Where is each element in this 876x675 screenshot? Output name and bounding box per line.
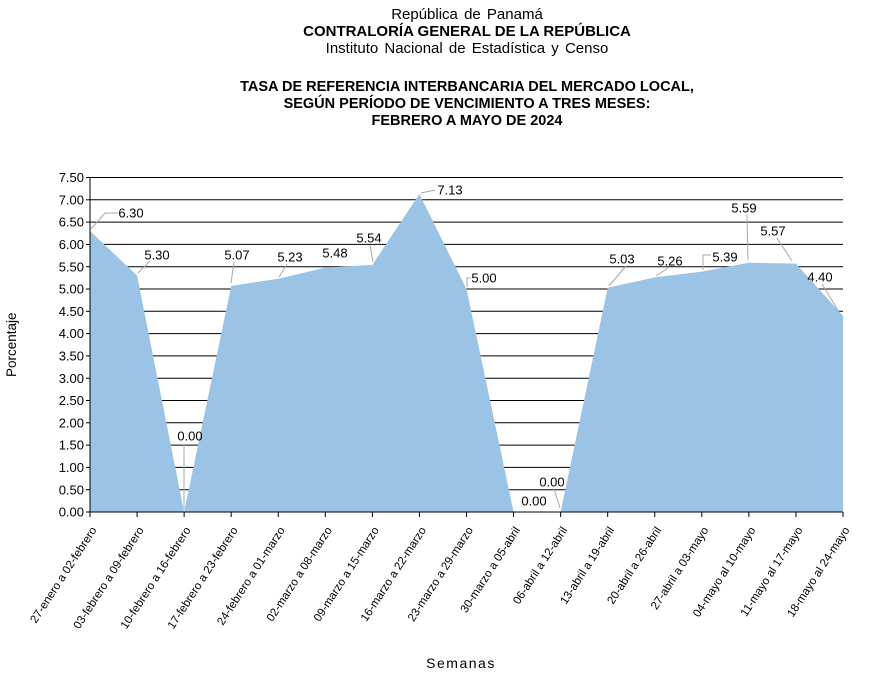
leader-line [702,254,711,270]
leader-line [553,488,561,509]
y-tick-label: 1.00 [59,460,84,475]
data-label: 5.57 [760,224,785,239]
y-tick-label: 5.00 [59,282,84,297]
leader-line [420,189,436,194]
department-name: Instituto Nacional de Estadística y Cens… [325,40,609,57]
chart-title-line1: TASA DE REFERENCIA INTERBANCARIA DEL MER… [240,79,694,95]
data-label: 5.48 [322,246,347,261]
y-axis-title: Porcentaje [4,312,19,377]
y-tick-label: 3.50 [59,349,84,364]
y-tick-label: 5.50 [59,259,84,274]
report-header: República de Panamá CONTRALORÍA GENERAL … [58,6,876,57]
data-label: 5.03 [609,252,634,267]
data-label: 7.13 [437,183,462,198]
leader-line [821,283,840,313]
data-label: 5.00 [471,271,496,286]
data-label: 0.00 [539,475,564,490]
y-tick-label: 0.50 [59,482,84,497]
leader-line [466,277,471,287]
leader-line [655,267,669,277]
y-tick-label: 4.50 [59,304,84,319]
leader-line [608,265,627,287]
leader-line [746,214,749,261]
leader-line [369,244,374,263]
y-tick-label: 2.00 [59,415,84,430]
y-tick-label: 6.50 [59,215,84,230]
y-tick-label: 2.50 [59,393,84,408]
y-tick-label: 3.00 [59,371,84,386]
x-axis-title: Semanas [426,655,496,671]
data-label: 0.00 [177,429,202,444]
data-label: 5.59 [731,201,756,216]
data-label: 6.30 [118,206,143,221]
y-tick-label: 7.50 [59,170,84,185]
y-tick-label: 6.00 [59,237,84,252]
y-tick-label: 0.00 [59,505,84,520]
data-label: 5.23 [277,250,302,265]
leader-line [137,260,151,274]
y-tick-label: 7.00 [59,192,84,207]
chart-title-line3: FEBRERO A MAYO DE 2024 [371,113,563,129]
data-label: 0.00 [521,494,546,509]
data-label: 4.40 [807,270,832,285]
chart-title-line2: SEGÚN PERÍODO DE VENCIMIENTO A TRES MESE… [283,96,651,112]
country-name: República de Panamá [391,6,543,23]
data-label: 5.26 [657,254,682,269]
leader-line [230,261,235,284]
leader-line [776,237,793,262]
data-label: 5.07 [224,248,249,263]
leader-line [90,212,118,230]
data-label: 5.30 [144,248,169,263]
y-tick-label: 1.50 [59,438,84,453]
area-series [90,194,843,512]
data-label: 5.54 [356,231,381,246]
leader-line [278,263,288,278]
chart-title: TASA DE REFERENCIA INTERBANCARIA DEL MER… [58,79,876,130]
data-label: 5.39 [712,250,737,265]
institution-name: CONTRALORÍA GENERAL DE LA REPÚBLICA [303,23,631,40]
y-tick-label: 4.00 [59,326,84,341]
